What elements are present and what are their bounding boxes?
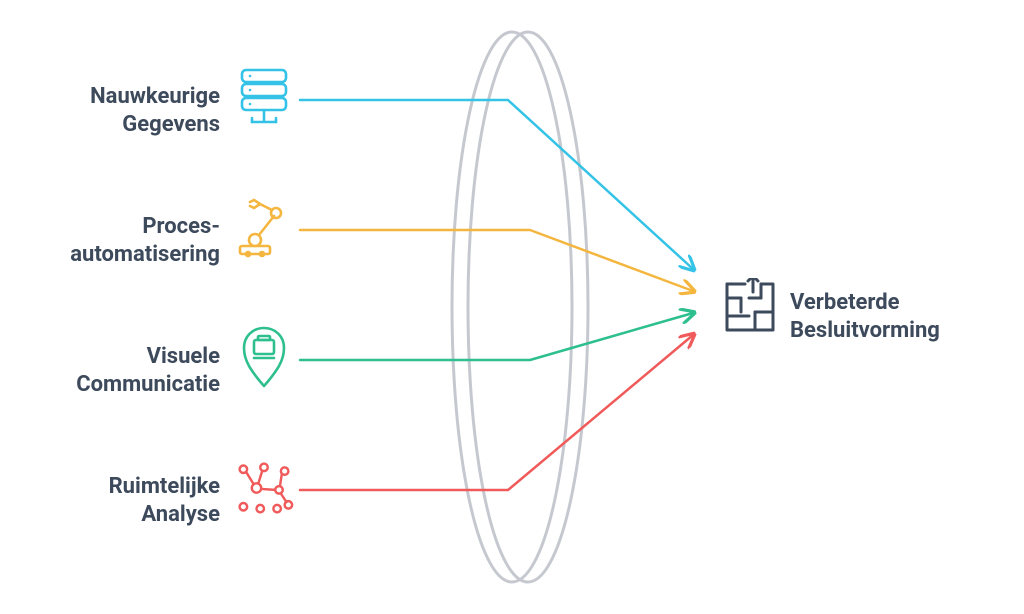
label-line: automatisering (70, 242, 220, 267)
lens-ellipse (452, 32, 572, 582)
network-graph-icon (234, 458, 294, 518)
label-line: Proces- (142, 214, 220, 239)
label-line: Verbeterde (790, 290, 900, 315)
input-label-accurate-data: Nauwkeurige Gegevens (30, 83, 220, 138)
label-line: Communicatie (76, 372, 220, 397)
lens-ellipse (468, 32, 588, 582)
map-pin-icon (234, 328, 294, 388)
label-line: Nauwkeurige (90, 84, 220, 109)
label-line: Besluitvorming (790, 318, 940, 343)
connector-accurate-data (300, 100, 693, 269)
server-icon (234, 68, 294, 128)
output-label: Verbeterde Besluitvorming (790, 289, 940, 344)
robot-arm-icon (234, 198, 294, 258)
diagram-stage: Nauwkeurige Gegevens Proces- automatiser… (0, 0, 1024, 614)
label-line: Gegevens (122, 112, 220, 137)
label-line: Ruimtelijke (109, 474, 220, 499)
label-line: Visuele (147, 344, 220, 369)
input-label-process-automation: Proces- automatisering (30, 213, 220, 268)
maze-icon (720, 277, 780, 337)
connector-process-automation (300, 230, 693, 291)
input-label-visual-communication: Visuele Communicatie (30, 343, 220, 398)
connector-spatial-analysis (300, 335, 693, 490)
input-label-spatial-analysis: Ruimtelijke Analyse (30, 473, 220, 528)
connector-visual-communication (300, 313, 693, 360)
label-line: Analyse (141, 502, 220, 527)
